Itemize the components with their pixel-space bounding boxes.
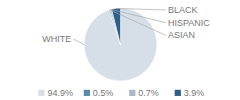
svg-text:ASIAN: ASIAN bbox=[168, 30, 195, 40]
svg-text:BLACK: BLACK bbox=[168, 5, 198, 15]
svg-text:HISPANIC: HISPANIC bbox=[168, 18, 210, 28]
svg-text:94.9%: 94.9% bbox=[47, 88, 73, 98]
svg-text:3.9%: 3.9% bbox=[184, 88, 205, 98]
svg-text:0.5%: 0.5% bbox=[93, 88, 114, 98]
svg-text:0.7%: 0.7% bbox=[138, 88, 159, 98]
svg-text:WHITE: WHITE bbox=[42, 34, 71, 44]
